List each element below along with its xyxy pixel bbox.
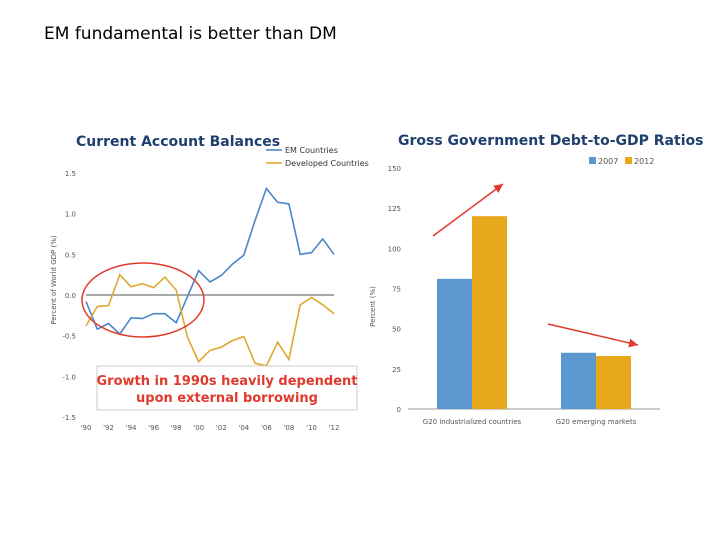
y-tick-label: 0.0 [65, 292, 76, 300]
x-tick-label: '10 [306, 424, 317, 432]
y-tick-label: 25 [392, 366, 401, 374]
y-tick-label: -0.5 [62, 333, 76, 341]
developed-countries-line [85, 273, 335, 367]
x-tick-label: '12 [329, 424, 340, 432]
x-tick-label: '94 [126, 424, 137, 432]
x-tick-label: '90 [81, 424, 92, 432]
bar-2007-industrialized [437, 278, 472, 409]
legend-label: 2007 [598, 157, 618, 166]
y-tick-label: 1.0 [65, 211, 76, 219]
x-tick-label: '08 [283, 424, 294, 432]
current-account-chart-title: Current Account Balances [76, 134, 281, 150]
y-tick-label: 50 [392, 326, 401, 334]
y-tick-label: 75 [392, 286, 401, 294]
y-axis-label: Percent of World GDP (%) [50, 235, 58, 324]
legend-swatch [589, 157, 596, 164]
y-tick-label: -1.5 [62, 414, 76, 422]
debt-down-arrow [547, 323, 639, 348]
legend-label: EM Countries [285, 146, 338, 155]
debt-up-arrow [432, 183, 504, 237]
debt-ratio-chart-title: Gross Government Debt-to-GDP Ratios [398, 133, 704, 149]
x-tick-label: '92 [103, 424, 114, 432]
annotation-box [96, 365, 358, 411]
y-tick-label: 0 [397, 406, 401, 414]
category-label: G20 emerging markets [556, 418, 637, 426]
y-tick-label: 0.5 [65, 251, 76, 259]
x-tick-label: '96 [148, 424, 159, 432]
annotation-line-1: Growth in 1990s heavily dependent [96, 374, 357, 389]
x-tick-label: '04 [238, 424, 249, 432]
annotation-line-2: upon external borrowing [136, 391, 318, 406]
legend-label: 2012 [634, 157, 654, 166]
x-tick-label: '98 [171, 424, 182, 432]
y-tick-label: 100 [388, 245, 401, 253]
bar-2012-industrialized [472, 216, 507, 409]
x-tick-label: '06 [261, 424, 272, 432]
legend-swatch [625, 157, 632, 164]
slide-title: EM fundamental is better than DM [44, 24, 337, 44]
highlight-ellipse [81, 262, 205, 338]
bar-2007-emerging [561, 352, 596, 409]
y-axis-label: Percent (%) [369, 286, 377, 327]
em-countries-line [85, 186, 335, 336]
x-tick-label: '00 [193, 424, 204, 432]
legend-label: Developed Countries [285, 159, 369, 168]
y-tick-label: -1.0 [62, 373, 76, 381]
bar-2012-emerging [596, 355, 631, 409]
y-tick-label: 150 [388, 165, 401, 173]
y-tick-label: 125 [388, 205, 401, 213]
x-tick-label: '02 [216, 424, 227, 432]
y-tick-label: 1.5 [65, 170, 76, 178]
category-label: G20 industrialized countries [423, 418, 522, 426]
